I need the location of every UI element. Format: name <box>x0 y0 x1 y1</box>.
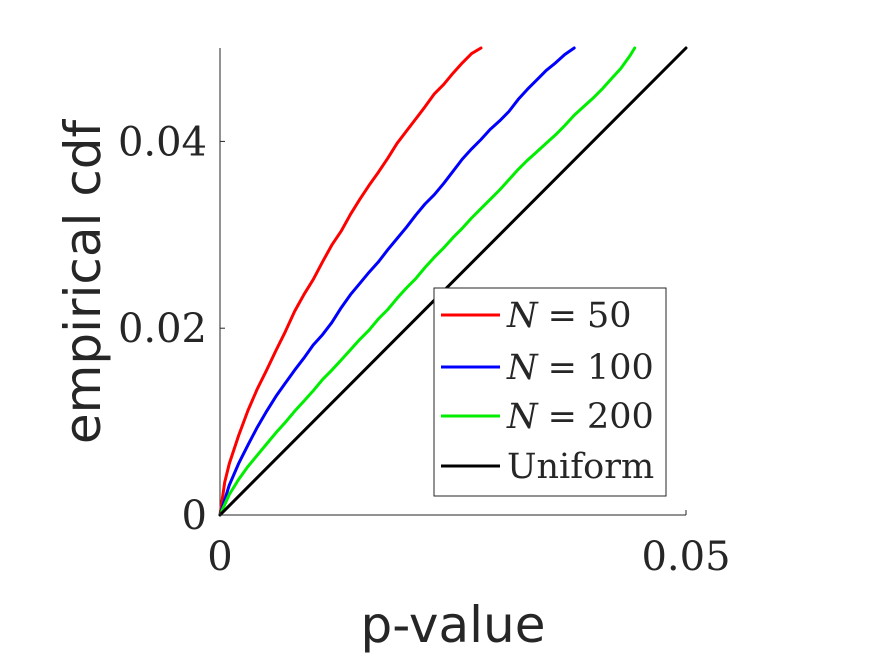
series-line-uniform <box>218 46 688 517</box>
legend-label: Uniform <box>507 447 654 487</box>
series-line-n-50 <box>218 46 483 517</box>
y-ticks: 0 0.02 0.04 <box>118 119 225 539</box>
legend-variable: N <box>506 296 539 336</box>
legend-variable: N <box>506 397 539 437</box>
y-axis-label: empirical cdf <box>54 118 112 444</box>
plot-area: 0 0.05 00.020.04 <box>118 46 731 580</box>
legend-operator: = <box>548 397 577 437</box>
series-line-n-200 <box>218 46 637 517</box>
legend-value: 100 <box>587 348 654 388</box>
legend-label: N = 100 <box>506 348 654 388</box>
series-line-n-100 <box>218 46 576 517</box>
y-tick-label: 0 <box>182 493 207 539</box>
legend-value: 50 <box>587 296 632 336</box>
legend-operator: = <box>548 348 577 388</box>
legend-operator: = <box>548 296 577 336</box>
y-tick-label: 0.04 <box>118 119 207 165</box>
x-ticks: 0 0.05 <box>207 510 731 580</box>
y-tick-label: 0.02 <box>118 306 207 352</box>
legend-variable: N <box>506 348 539 388</box>
legend-label: N = 50 <box>506 296 632 336</box>
legend-label: N = 200 <box>506 397 654 437</box>
series-group <box>218 46 688 517</box>
x-tick-label: 0 <box>207 534 232 580</box>
x-tick-label: 0.05 <box>641 534 730 580</box>
legend-value: 200 <box>587 397 654 437</box>
x-axis-label: p-value <box>360 596 545 654</box>
legend-box <box>433 287 667 497</box>
